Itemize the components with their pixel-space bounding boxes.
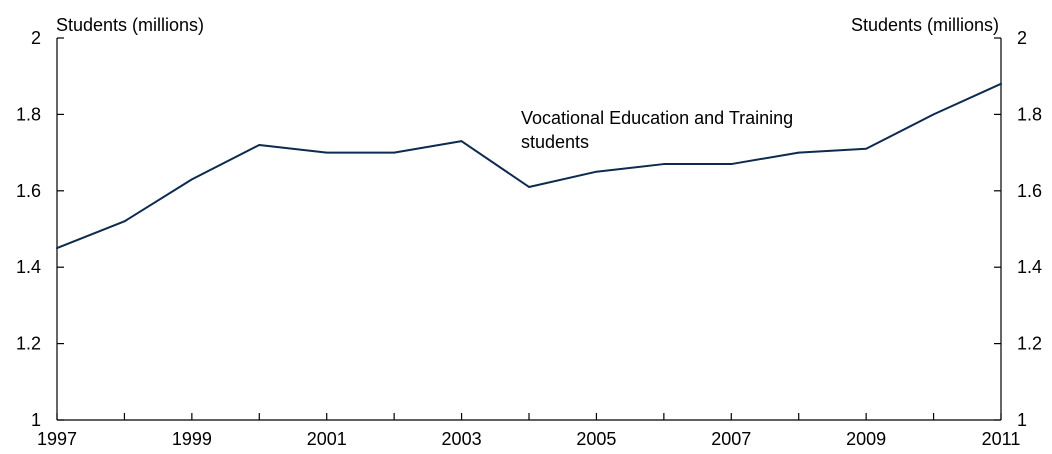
left-y-tick-label: 1.8	[16, 104, 41, 124]
right-y-tick-label: 1.2	[1017, 334, 1042, 354]
right-y-tick-label: 1	[1017, 410, 1027, 430]
right-y-tick-label: 1.6	[1017, 181, 1042, 201]
right-y-tick-label: 2	[1017, 28, 1027, 48]
x-tick-label: 2003	[442, 429, 482, 449]
data-point	[460, 140, 463, 142]
x-tick-label: 1997	[37, 429, 77, 449]
data-point	[123, 220, 126, 223]
series-annotation-line-1: Vocational Education and Training	[521, 108, 793, 128]
right-y-ticks: 1 1.2 1.4 1.6 1.8 2	[994, 28, 1042, 430]
series-group	[56, 82, 1002, 250]
data-point	[595, 170, 598, 173]
x-tick-label: 1999	[172, 429, 212, 449]
data-point	[528, 186, 530, 188]
data-point	[797, 151, 800, 154]
left-y-tick-label: 1.4	[16, 257, 41, 277]
data-point	[258, 144, 261, 146]
data-point	[1000, 83, 1002, 85]
data-point	[56, 247, 58, 249]
data-point	[865, 147, 867, 150]
x-ticks: 1997 1999 2001 2003 2005 2007 2009 2011	[37, 413, 1020, 449]
left-y-tick-label: 1.6	[16, 181, 41, 201]
data-point	[191, 178, 193, 181]
x-tick-label: 2001	[307, 429, 347, 449]
x-tick-label: 2011	[982, 429, 1021, 449]
data-point	[730, 163, 733, 165]
data-point	[663, 163, 665, 165]
right-y-tick-label: 1.8	[1017, 104, 1042, 124]
data-point	[393, 151, 395, 154]
x-tick-label: 2009	[846, 429, 886, 449]
series-annotation-line-2: students	[521, 132, 589, 152]
left-axis-label: Students (millions)	[56, 15, 204, 35]
data-point	[932, 113, 935, 116]
left-y-ticks: 1 1.2 1.4 1.6 1.8 2	[16, 28, 64, 430]
right-y-tick-label: 1.4	[1017, 257, 1042, 277]
left-y-tick-label: 1	[31, 410, 41, 430]
x-tick-label: 2005	[576, 429, 616, 449]
axes	[56, 38, 1002, 421]
data-point	[325, 151, 328, 154]
left-y-tick-label: 1.2	[16, 334, 41, 354]
left-y-tick-label: 2	[31, 28, 41, 48]
right-axis-label: Students (millions)	[851, 15, 999, 35]
x-tick-label: 2007	[711, 429, 751, 449]
